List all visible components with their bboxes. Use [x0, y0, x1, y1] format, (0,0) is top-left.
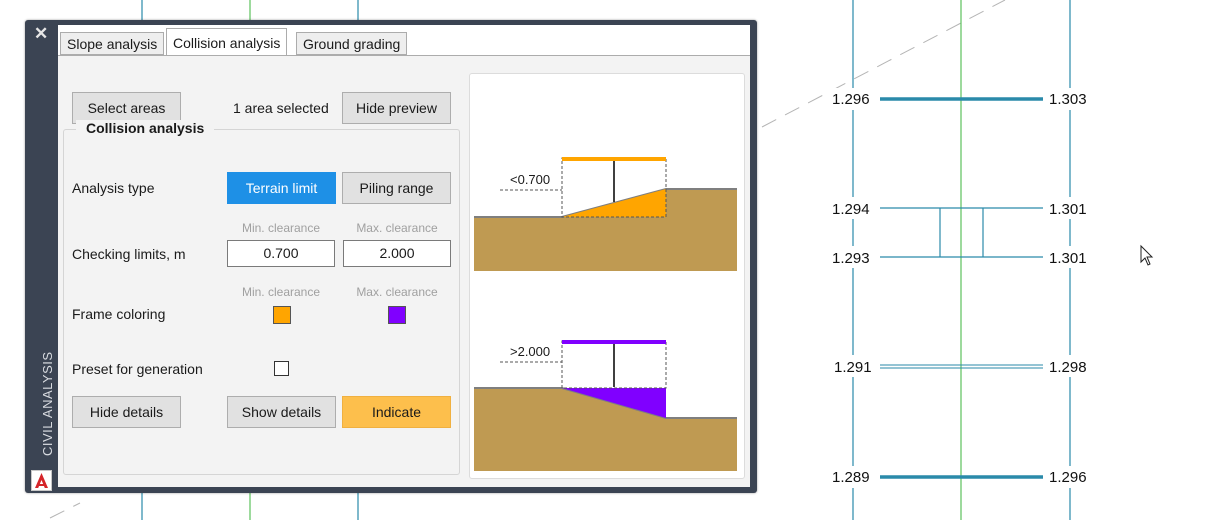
elevation-left-label: 1.294 [832, 201, 870, 218]
hide-preview-button[interactable]: Hide preview [342, 92, 451, 124]
palette-sidebar: ✕ CIVIL ANALYSIS [25, 20, 56, 493]
palette-title: CIVIL ANALYSIS [40, 351, 55, 456]
elevation-right-label: 1.301 [1049, 201, 1087, 218]
show-details-button[interactable]: Show details [227, 396, 336, 428]
preset-checkbox[interactable] [274, 361, 289, 376]
max-color-swatch[interactable] [388, 306, 406, 324]
min-clearance-hint: Min. clearance [241, 221, 321, 235]
group-title: Collision analysis [76, 120, 215, 136]
min-clearance-input[interactable]: 0.700 [227, 240, 335, 267]
palette-content: Slope analysis Collision analysis Ground… [58, 25, 750, 487]
elevation-right-label: 1.301 [1049, 250, 1087, 267]
elevation-right-label: 1.303 [1049, 91, 1087, 108]
dashed-guide-line [761, 0, 1006, 128]
clearance-preview-diagrams: <0.700 >2.000 [474, 157, 737, 471]
tab-collision-analysis[interactable]: Collision analysis [166, 28, 288, 56]
max-clearance-diagram: >2.000 [474, 340, 737, 471]
elevation-right-label: 1.298 [1049, 359, 1087, 376]
select-areas-button[interactable]: Select areas [72, 92, 181, 124]
collision-analysis-panel: Select areas 1 area selected Hide previe… [58, 56, 750, 487]
autocad-logo-icon [31, 470, 52, 491]
max-clearance-input[interactable]: 2.000 [343, 240, 451, 267]
dashed-guide-line-lower [49, 502, 81, 519]
min-color-swatch[interactable] [273, 306, 291, 324]
tab-ground-grading[interactable]: Ground grading [296, 32, 408, 55]
tab-slope-analysis[interactable]: Slope analysis [60, 32, 165, 55]
max-clearance-hint: Max. clearance [356, 285, 438, 299]
piling-range-button[interactable]: Piling range [342, 172, 451, 204]
collision-analysis-group [63, 129, 460, 475]
elevation-left-label: 1.293 [832, 250, 870, 267]
indicate-button[interactable]: Indicate [342, 396, 451, 428]
max-limit-label: >2.000 [510, 344, 550, 359]
tab-divider [58, 55, 750, 56]
terrain-limit-button[interactable]: Terrain limit [227, 172, 336, 204]
hide-details-button[interactable]: Hide details [72, 396, 181, 428]
frame-coloring-label: Frame coloring [72, 306, 166, 322]
checking-limits-label: Checking limits, m [72, 246, 186, 262]
preset-for-generation-label: Preset for generation [72, 361, 203, 377]
min-clearance-hint: Min. clearance [241, 285, 321, 299]
mouse-cursor-icon [1140, 244, 1154, 266]
elevation-left-label: 1.291 [834, 359, 872, 376]
selection-status: 1 area selected [233, 100, 329, 116]
elevation-right-label: 1.296 [1049, 469, 1087, 486]
preview-pane: <0.700 >2.000 [469, 73, 745, 479]
min-limit-label: <0.700 [510, 172, 550, 187]
civil-analysis-palette: ✕ CIVIL ANALYSIS Slope analysis Collisio… [25, 20, 757, 493]
max-clearance-hint: Max. clearance [356, 221, 438, 235]
analysis-type-label: Analysis type [72, 180, 155, 196]
min-clearance-diagram: <0.700 [474, 157, 737, 271]
elevation-left-label: 1.289 [832, 469, 870, 486]
close-icon[interactable]: ✕ [34, 24, 49, 43]
elevation-left-label: 1.296 [832, 91, 870, 108]
